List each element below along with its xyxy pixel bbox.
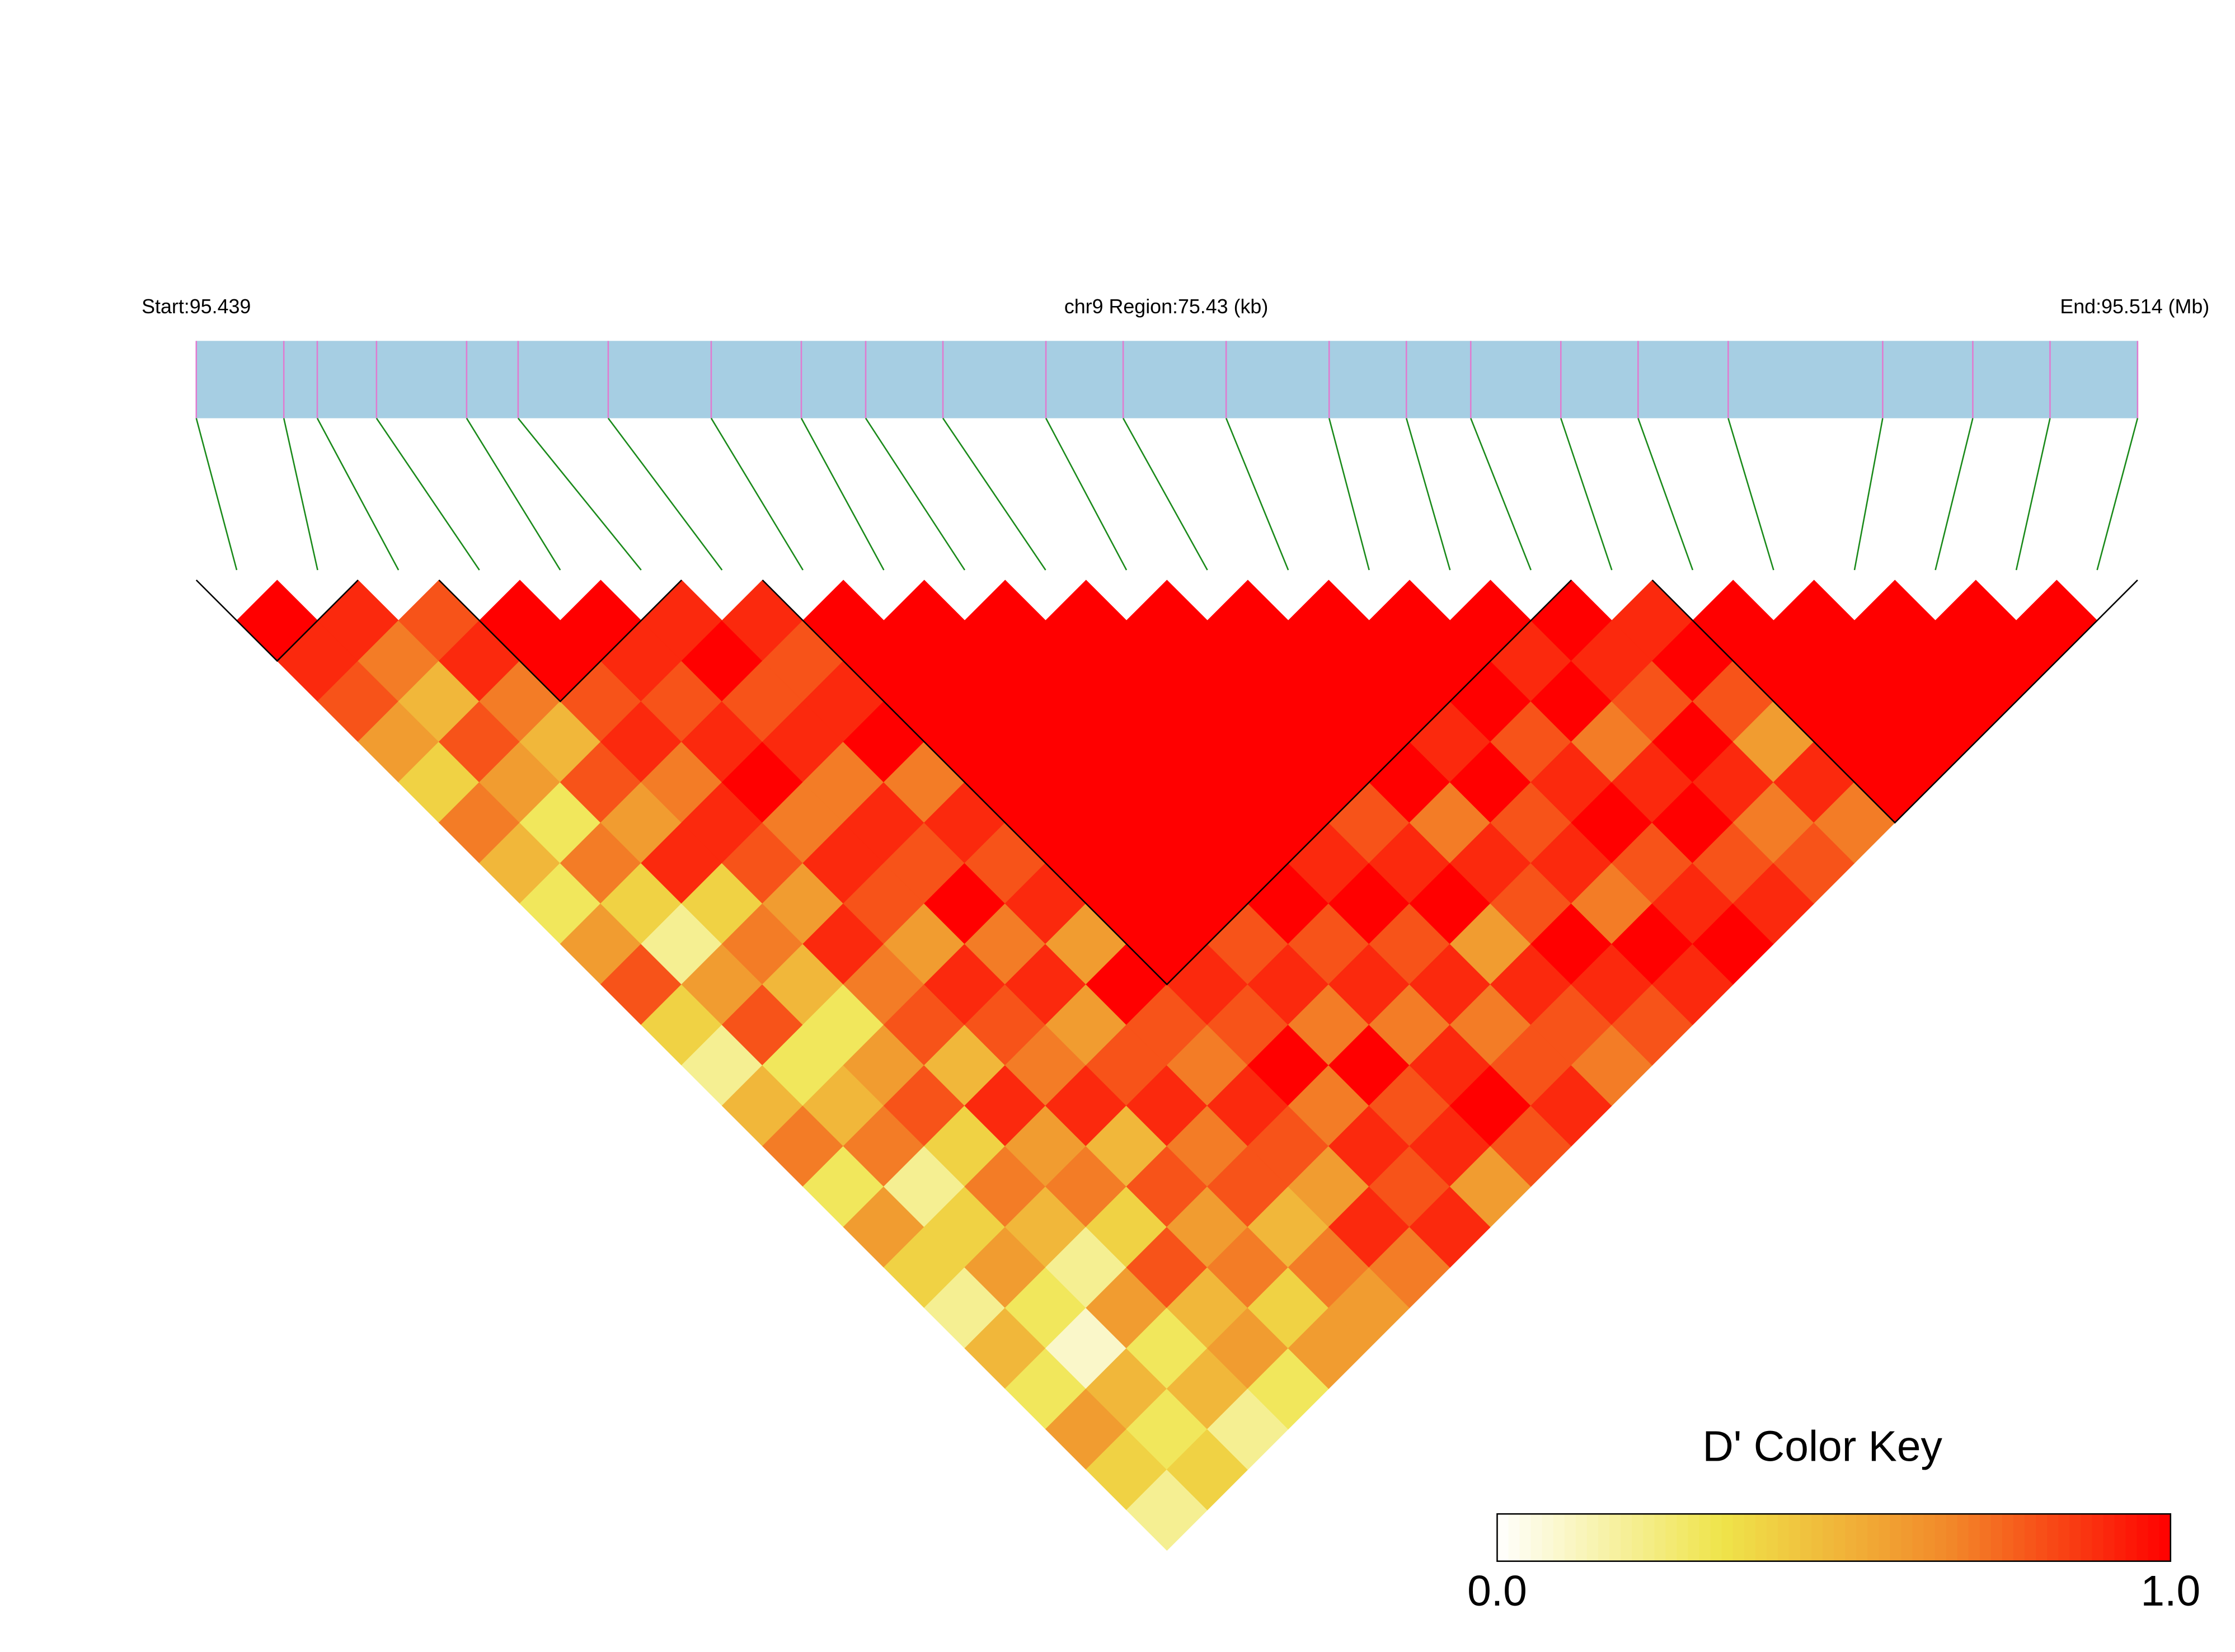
color-key-swatch — [1744, 1514, 1756, 1561]
snp-connector — [710, 417, 804, 571]
color-key-swatch — [1935, 1514, 1947, 1561]
color-key-swatch — [2125, 1514, 2138, 1561]
snp-connector — [283, 418, 318, 571]
region-bar — [196, 341, 2138, 418]
color-key-swatch — [1721, 1514, 1734, 1561]
start-label: Start:95.439 — [142, 295, 251, 318]
ld-block — [762, 579, 1572, 986]
color-key-swatch — [1665, 1514, 1678, 1561]
snp-connector — [1405, 418, 1451, 571]
snp-connector — [1045, 417, 1128, 571]
color-key-swatch — [1879, 1514, 1891, 1561]
color-key-swatch — [2058, 1514, 2070, 1561]
color-key-swatch — [2148, 1514, 2160, 1561]
color-key-swatch — [1788, 1514, 1801, 1561]
color-key-swatch — [1654, 1514, 1666, 1561]
snp-connector — [607, 417, 723, 571]
snp-connector — [1853, 418, 1884, 571]
color-key-swatch — [1732, 1514, 1745, 1561]
snp-connector — [942, 417, 1046, 571]
color-key-swatch — [1968, 1514, 1980, 1561]
color-key-swatch — [1564, 1514, 1576, 1561]
color-key-swatch — [1710, 1514, 1722, 1561]
color-key-title: D' Color Key — [1702, 1422, 1942, 1470]
color-key-swatch — [2092, 1514, 2104, 1561]
snp-connector — [1470, 418, 1532, 571]
color-key-swatch — [1643, 1514, 1655, 1561]
color-key-swatch — [1834, 1514, 1846, 1561]
ld-block — [438, 579, 682, 703]
color-key-swatch — [1632, 1514, 1644, 1561]
snp-connector — [1225, 418, 1289, 571]
color-key-swatch — [1800, 1514, 1813, 1561]
color-key-swatch — [1519, 1514, 1532, 1561]
color-key-swatch — [2013, 1514, 2026, 1561]
color-key-swatch — [2137, 1514, 2149, 1561]
end-label: End:95.514 (Mb) — [2060, 295, 2209, 318]
ld-block — [1651, 579, 2138, 824]
color-key-swatch — [1901, 1514, 1913, 1561]
snp-connector — [800, 417, 885, 571]
color-key-swatch — [1923, 1514, 1936, 1561]
color-key-swatch — [1777, 1514, 1790, 1561]
color-key-swatch — [2025, 1514, 2037, 1561]
snp-connector — [517, 417, 642, 571]
color-key-swatch — [1912, 1514, 1924, 1561]
region-label: chr9 Region:75.43 (kb) — [1064, 295, 1268, 318]
color-key-swatch — [1946, 1514, 1958, 1561]
color-key-swatch — [1823, 1514, 1835, 1561]
color-key-swatch — [2047, 1514, 2059, 1561]
color-key-swatch — [1553, 1514, 1565, 1561]
color-key-swatch — [2114, 1514, 2126, 1561]
snp-connector — [1328, 418, 1370, 571]
color-key-swatch — [1766, 1514, 1778, 1561]
color-key-swatch — [1688, 1514, 1700, 1561]
ld-block — [195, 579, 359, 662]
color-key-swatch — [1957, 1514, 1969, 1561]
snp-connector — [375, 417, 480, 571]
color-key-swatch — [2036, 1514, 2048, 1561]
color-key-swatch — [1845, 1514, 1857, 1561]
color-key-swatch — [1497, 1514, 1509, 1561]
snp-connector — [1560, 418, 1613, 571]
color-key-swatch — [1621, 1514, 1633, 1561]
color-key-frame — [1496, 1513, 2172, 1562]
color-key-swatch — [2081, 1514, 2093, 1561]
snp-connector — [865, 417, 966, 571]
color-key-swatch — [1699, 1514, 1711, 1561]
color-key-swatch — [2159, 1514, 2171, 1561]
snp-connector — [2096, 418, 2139, 571]
color-key-swatch — [1586, 1514, 1599, 1561]
snp-connector — [466, 417, 561, 571]
color-key-swatch — [1856, 1514, 1868, 1561]
color-key-swatch — [2002, 1514, 2015, 1561]
color-key-swatch — [1530, 1514, 1543, 1561]
color-key-swatch — [1979, 1514, 1992, 1561]
color-key-swatch — [1542, 1514, 1554, 1561]
snp-connector — [316, 417, 400, 571]
color-key-tick-label: 1.0 — [2140, 1567, 2200, 1615]
snp-connector — [2015, 418, 2051, 571]
snp-connector — [1637, 418, 1694, 571]
color-key-swatch — [1677, 1514, 1689, 1561]
color-key-swatch — [1575, 1514, 1588, 1561]
color-key-swatch — [1755, 1514, 1767, 1561]
color-key-swatch — [1811, 1514, 1824, 1561]
color-key-swatch — [1609, 1514, 1622, 1561]
color-key-swatch — [1598, 1514, 1610, 1561]
color-key-swatch — [1990, 1514, 2003, 1561]
snp-connector — [1935, 418, 1974, 571]
snp-connector — [195, 418, 238, 571]
color-key-swatch — [1867, 1514, 1880, 1561]
snp-connector — [1122, 417, 1208, 571]
color-key-swatch — [2069, 1514, 2082, 1561]
color-key-tick-label: 0.0 — [1467, 1567, 1527, 1615]
color-key-swatch — [2103, 1514, 2115, 1561]
color-key-swatch — [1890, 1514, 1902, 1561]
snp-connector — [1727, 418, 1774, 571]
color-key-swatch — [1508, 1514, 1520, 1561]
